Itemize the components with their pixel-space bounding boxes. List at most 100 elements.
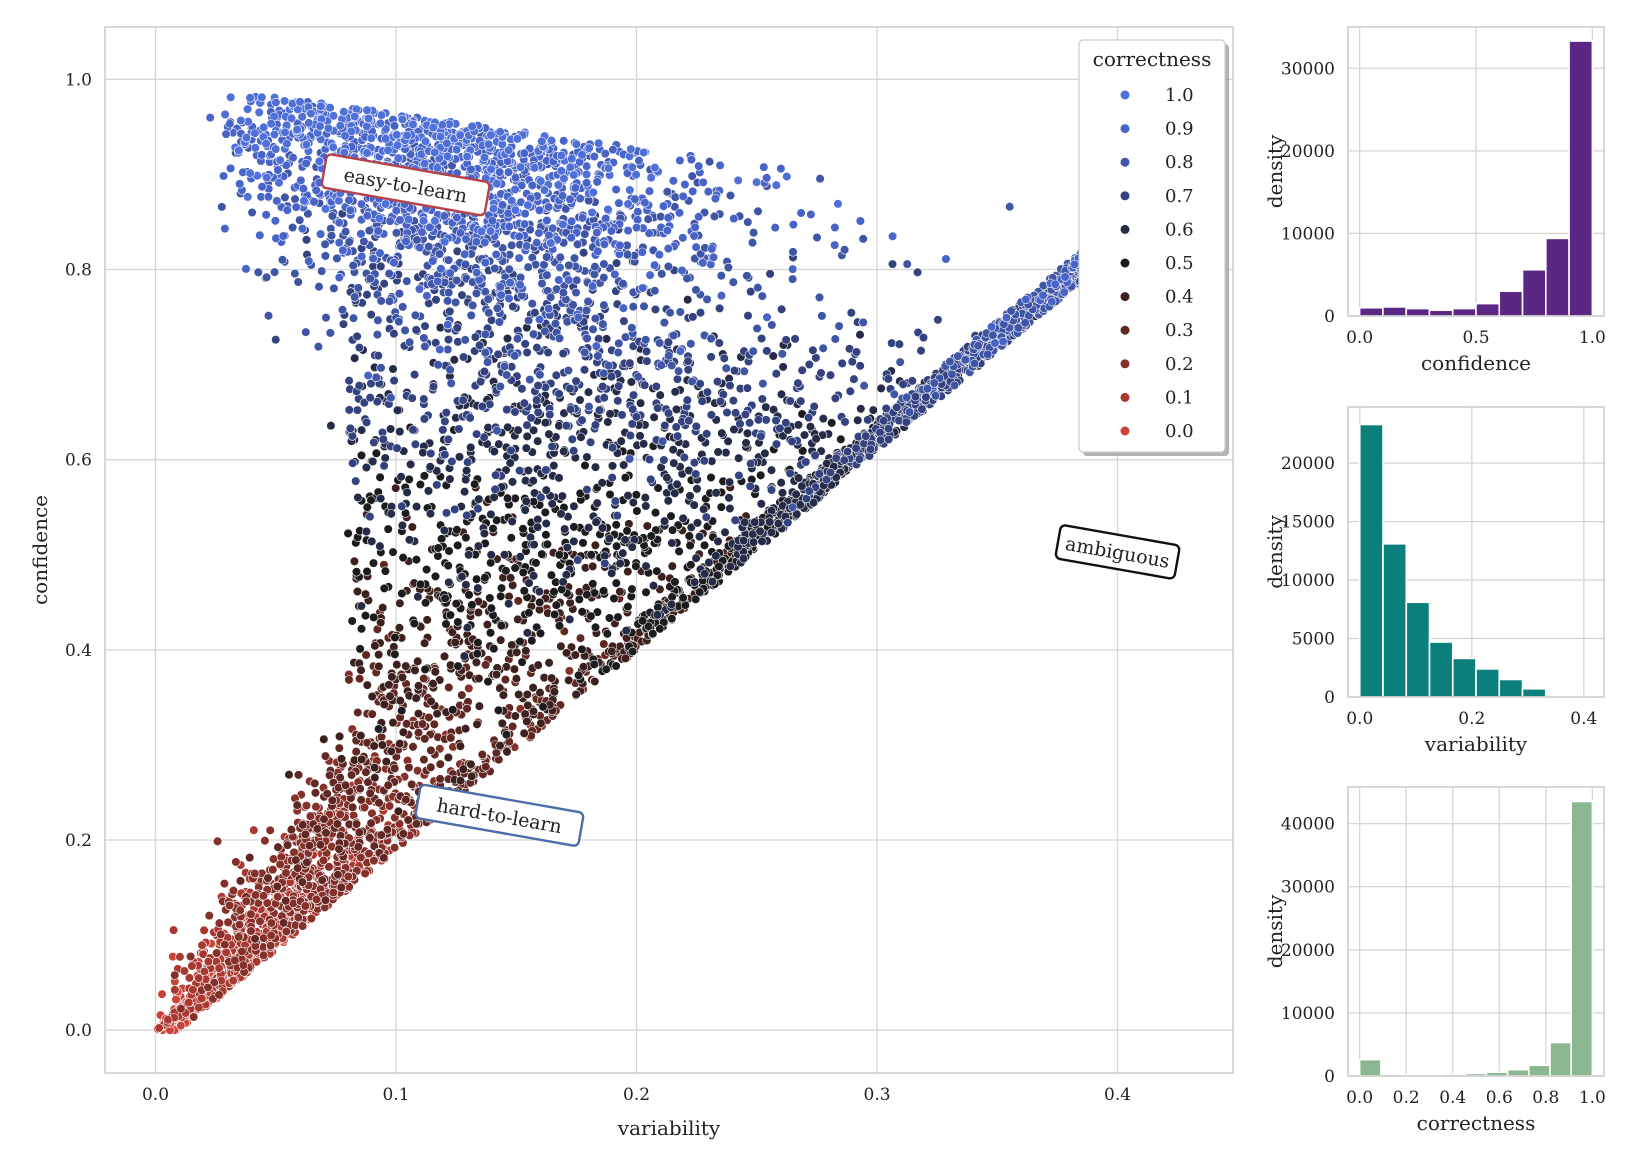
scatter-point bbox=[197, 940, 207, 950]
scatter-point bbox=[481, 660, 491, 670]
scatter-point bbox=[512, 647, 522, 657]
scatter-point bbox=[496, 583, 507, 593]
x-tick-label: 0.3 bbox=[864, 1085, 891, 1105]
scatter-point bbox=[411, 693, 421, 703]
scatter-point bbox=[359, 802, 370, 813]
scatter-point bbox=[367, 691, 377, 702]
scatter-point bbox=[291, 855, 301, 865]
scatter-point bbox=[435, 774, 445, 784]
scatter-point bbox=[458, 764, 468, 774]
scatter-point bbox=[369, 612, 379, 622]
scatter-point bbox=[522, 628, 532, 638]
scatter-point bbox=[393, 806, 403, 816]
scatter-point bbox=[341, 780, 351, 790]
scatter-point bbox=[510, 711, 520, 721]
scatter-point bbox=[320, 751, 331, 761]
scatter-point bbox=[462, 704, 472, 714]
scatter-point bbox=[439, 651, 450, 661]
scatter-point bbox=[259, 933, 269, 943]
scatter-point bbox=[501, 730, 512, 740]
scatter-point bbox=[588, 561, 598, 571]
scatter-point bbox=[360, 589, 371, 599]
scatter-point bbox=[509, 664, 519, 674]
scatter-point bbox=[409, 618, 419, 629]
scatter-point bbox=[353, 707, 363, 718]
scatter-point bbox=[238, 960, 248, 970]
y-tick-label: 0.4 bbox=[65, 641, 92, 661]
scatter-point bbox=[228, 976, 238, 986]
scatter-point bbox=[707, 577, 718, 587]
scatter-point bbox=[522, 689, 532, 700]
scatter-point bbox=[169, 925, 179, 935]
scatter-point bbox=[293, 912, 303, 922]
scatter-point bbox=[536, 718, 546, 728]
scatter-point bbox=[334, 743, 344, 753]
scatter-point bbox=[565, 614, 575, 624]
scatter-point bbox=[245, 853, 255, 863]
scatter-point bbox=[241, 896, 251, 906]
scatter-point bbox=[531, 558, 541, 568]
scatter-point bbox=[580, 460, 590, 471]
scatter-point bbox=[549, 687, 559, 697]
scatter-point bbox=[582, 590, 592, 600]
scatter-point bbox=[547, 673, 557, 683]
scatter-point bbox=[513, 614, 523, 624]
scatter-point bbox=[611, 578, 621, 588]
scatter-point bbox=[535, 688, 545, 698]
scatter-point bbox=[352, 586, 363, 597]
scatter-point bbox=[321, 828, 331, 838]
scatter-point bbox=[420, 638, 430, 648]
scatter-point bbox=[720, 527, 730, 537]
scatter-point bbox=[353, 842, 363, 852]
scatter-point bbox=[408, 742, 418, 752]
scatter-point bbox=[721, 448, 731, 458]
scatter-point bbox=[189, 1012, 199, 1022]
scatter-point bbox=[574, 594, 584, 604]
scatter-point bbox=[550, 609, 560, 620]
scatter-point bbox=[556, 641, 566, 651]
scatter-point bbox=[266, 930, 276, 940]
scatter-point bbox=[194, 1003, 204, 1013]
scatter-point bbox=[538, 702, 548, 712]
scatter-point bbox=[312, 824, 322, 834]
scatter-point bbox=[620, 473, 630, 483]
scatter-point bbox=[628, 646, 638, 657]
scatter-point bbox=[334, 844, 344, 854]
scatter-point bbox=[474, 701, 484, 711]
scatter-point bbox=[367, 536, 377, 546]
scatter-point bbox=[401, 661, 411, 671]
scatter-point bbox=[482, 620, 492, 630]
scatter-point bbox=[778, 362, 788, 372]
scatter-point bbox=[589, 588, 599, 598]
scatter-point bbox=[652, 610, 662, 620]
scatter-point bbox=[306, 913, 316, 924]
scatter-point bbox=[376, 830, 386, 840]
scatter-point bbox=[508, 721, 518, 732]
scatter-point bbox=[485, 593, 495, 603]
scatter-point bbox=[827, 418, 837, 428]
scatter-point bbox=[300, 829, 310, 839]
scatter-point bbox=[557, 584, 567, 594]
scatter-point bbox=[344, 675, 354, 685]
scatter-point bbox=[678, 593, 688, 603]
scatter-point bbox=[395, 696, 405, 706]
scatter-point bbox=[298, 820, 308, 830]
scatter-point bbox=[398, 829, 408, 839]
scatter-point bbox=[511, 674, 521, 684]
scatter-point bbox=[390, 843, 400, 853]
scatter-point bbox=[424, 712, 434, 723]
scatter-point bbox=[154, 1023, 164, 1033]
scatter-point bbox=[197, 993, 207, 1003]
scatter-point bbox=[546, 570, 556, 580]
scatter-point bbox=[461, 580, 471, 590]
scatter-point bbox=[194, 973, 204, 983]
scatter-point bbox=[632, 506, 642, 516]
scatter-point bbox=[286, 825, 296, 835]
scatter-point bbox=[515, 636, 525, 647]
scatter-point bbox=[417, 719, 428, 729]
scatter-point bbox=[631, 561, 641, 571]
scatter-point bbox=[356, 624, 367, 634]
scatter-point bbox=[395, 598, 405, 608]
scatter-point bbox=[564, 675, 574, 685]
scatter-point bbox=[258, 891, 269, 901]
